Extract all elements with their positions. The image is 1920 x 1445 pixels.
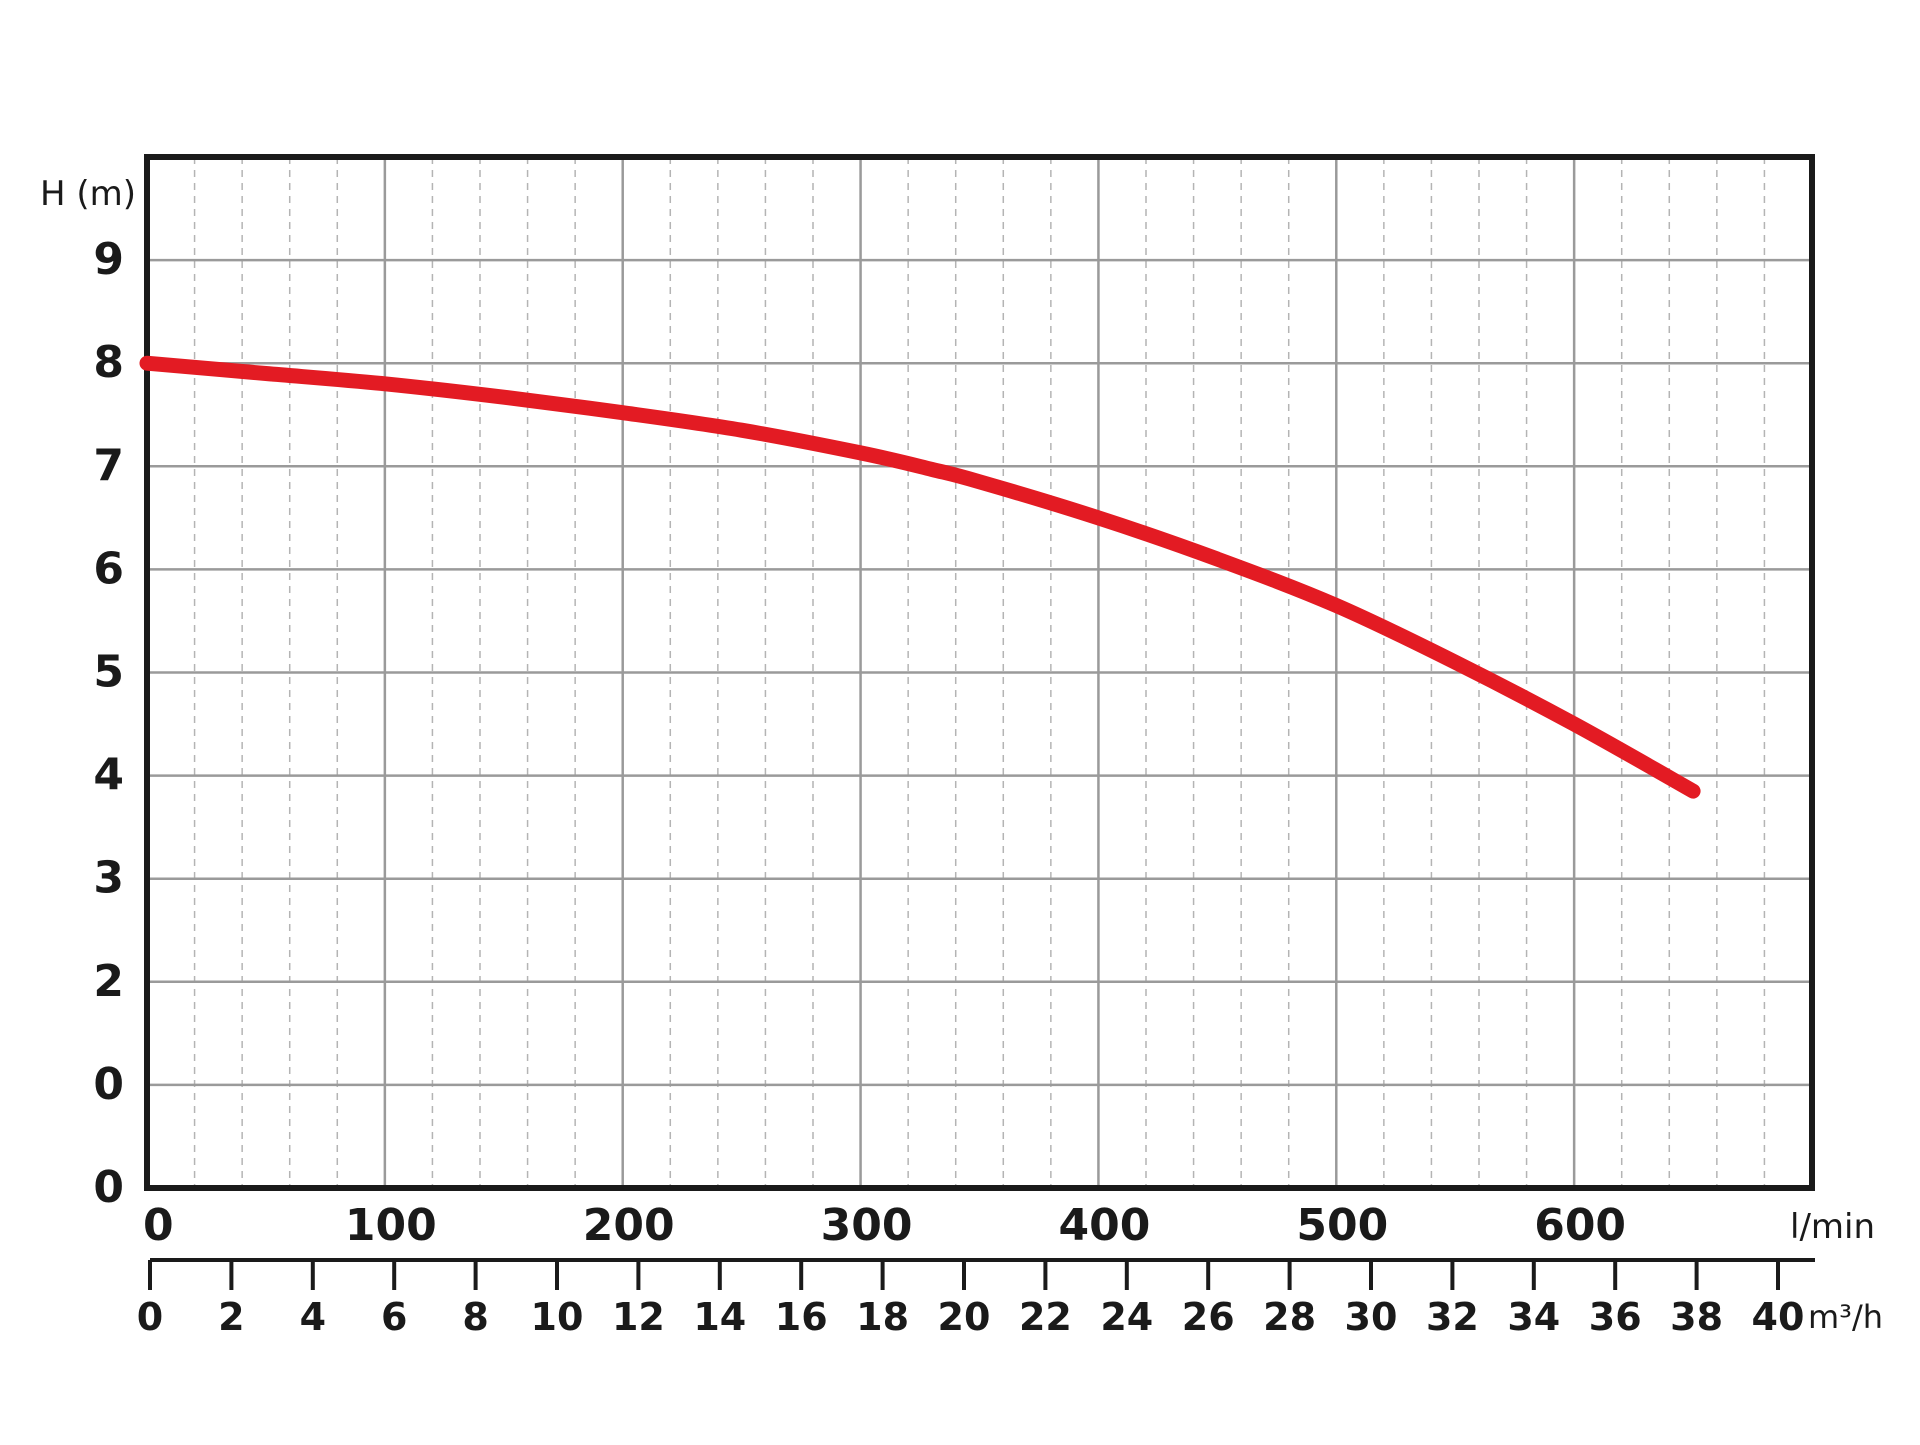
secondary-x-axis-unit-label: m³/h [1808,1298,1883,1336]
secondary-tick-label: 2 [218,1295,244,1339]
secondary-tick-label: 40 [1752,1295,1805,1339]
secondary-tick-label: 6 [381,1295,407,1339]
y-tick-label: 2 [93,956,124,1007]
secondary-tick-label: 0 [137,1295,163,1339]
minor-grid [193,157,1766,1188]
x-tick-label: 0 [143,1200,174,1251]
major-grid [147,157,1812,1188]
y-axis-ticks: 0 0 2 3 4 5 6 7 8 9 [93,234,124,1213]
secondary-tick-label: 28 [1263,1295,1316,1339]
secondary-tick-label: 18 [856,1295,909,1339]
plot-frame [144,154,1815,1191]
x-tick-label: 600 [1534,1200,1626,1251]
secondary-tick-label: 12 [612,1295,665,1339]
y-tick-label: 6 [93,543,124,594]
secondary-tick-label: 14 [693,1295,746,1339]
secondary-tick-label: 20 [938,1295,991,1339]
y-tick-label: 4 [93,750,124,801]
y-tick-label: 5 [93,647,124,698]
secondary-x-axis: 0 2 4 6 8 10 12 14 16 18 20 22 24 26 28 30 32 34 36 38 40 [137,1258,1815,1339]
y-tick-label: 9 [93,234,124,285]
secondary-tick-label: 26 [1182,1295,1235,1339]
y-tick-label: 8 [93,337,124,388]
x-tick-label: 200 [583,1200,675,1251]
secondary-tick-label: 10 [531,1295,584,1339]
x-axis-unit-label: l/min [1790,1207,1875,1247]
x-tick-label: 300 [821,1200,913,1251]
y-tick-label: 0 [93,1162,124,1213]
secondary-tick-label: 36 [1589,1295,1642,1339]
series-layer [139,355,1701,799]
performance-curve [139,355,1701,799]
x-tick-label: 400 [1058,1200,1150,1251]
secondary-tick-label: 34 [1507,1295,1560,1339]
x-tick-label: 500 [1296,1200,1388,1251]
x-tick-label: 100 [345,1200,437,1251]
secondary-tick-label: 4 [300,1295,326,1339]
y-tick-label: 0 [93,1059,124,1110]
secondary-tick-label: 32 [1426,1295,1479,1339]
y-axis-label: H (m) [40,174,136,214]
secondary-tick-label: 24 [1100,1295,1153,1339]
y-tick-label: 7 [93,440,124,491]
secondary-tick-label: 38 [1670,1295,1723,1339]
y-tick-label: 3 [93,853,124,904]
secondary-tick-label: 22 [1019,1295,1072,1339]
secondary-tick-label: 16 [775,1295,828,1339]
x-axis-ticks: 0 100 200 300 400 500 600 [143,1200,1626,1251]
secondary-tick-label: 8 [462,1295,488,1339]
secondary-tick-label: 30 [1345,1295,1398,1339]
